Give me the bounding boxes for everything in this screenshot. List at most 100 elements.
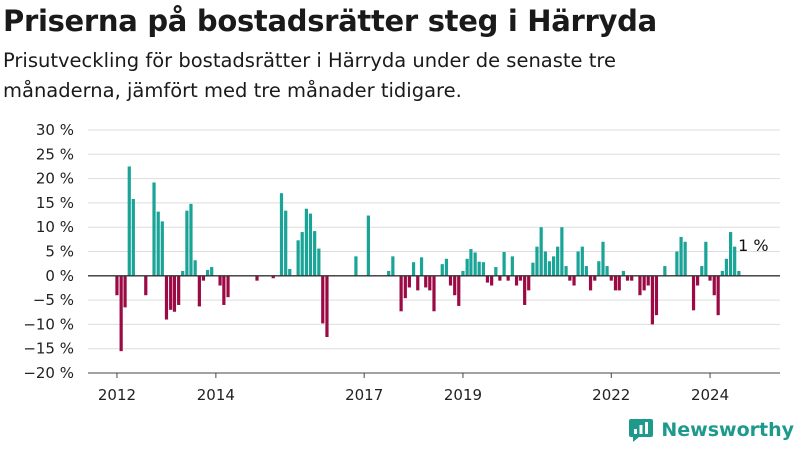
bar [193,260,197,276]
bar [704,241,708,276]
bar [473,252,477,276]
y-tick-label: 30 % [36,121,74,139]
bar [172,275,177,312]
bar [543,251,547,276]
x-tick-label: 2012 [98,386,136,404]
bar [613,275,618,291]
bar [683,241,687,276]
y-tick-label: −10 % [23,315,74,333]
bar [279,193,284,276]
y-tick-label: −15 % [23,340,74,358]
bar [547,261,552,276]
bar [156,211,160,276]
bar [716,275,720,316]
bar [523,275,527,305]
bar [218,275,222,286]
bar [605,266,609,276]
bar [469,249,473,276]
bar [720,270,724,276]
bar [485,275,490,283]
bar [457,275,461,306]
bar [127,166,131,276]
bar [506,275,510,281]
bar [609,275,613,281]
y-tick-label: 20 % [36,170,74,188]
bar [185,210,189,276]
bar [650,275,654,325]
x-tick-label: 2022 [592,386,630,404]
bar [724,258,729,276]
bar [654,275,659,316]
bar [321,275,325,324]
bar [502,251,506,276]
bar [593,275,597,281]
bar [206,269,210,276]
bar [419,257,424,276]
bar [695,275,700,286]
bar [663,266,667,276]
bar [601,241,605,276]
bar [712,275,716,296]
bar [119,275,123,352]
bar [477,261,481,276]
bar [391,256,395,276]
y-tick-label: −20 % [23,364,74,382]
bar [465,258,469,276]
bar [580,246,584,276]
bar [300,232,304,276]
bar [691,275,696,311]
bar [679,236,683,276]
bar [584,266,588,276]
bar [403,275,407,299]
bar [630,275,634,281]
newsworthy-brand-name: Newsworthy [661,419,794,441]
bar [115,275,119,296]
bar [514,275,519,286]
bar [284,210,288,276]
y-tick-label: 25 % [36,145,74,163]
bar [481,262,485,276]
bar [288,269,292,276]
bar [527,275,531,291]
bar [123,275,127,308]
y-tick-label: 5 % [45,243,74,261]
bar [152,182,156,276]
bar [737,270,741,276]
bar [461,270,465,276]
bar [164,275,169,320]
bar [201,275,206,281]
bar [588,275,593,291]
bar [498,275,502,281]
bar [416,275,420,291]
bar [531,262,535,276]
bar [556,246,560,276]
bar [646,275,650,286]
bar [675,251,679,276]
bar [411,262,416,276]
bar [535,246,539,276]
bar [189,203,193,276]
bar [700,266,704,276]
bar [304,208,308,276]
y-tick-label: −5 % [33,291,74,309]
annotation-label: 1 % [738,236,768,255]
bar [539,227,543,276]
bar [440,264,444,276]
bar [271,275,275,279]
bar [733,246,737,276]
bar [510,256,514,276]
bar [617,275,621,291]
bar [181,270,185,276]
bar [399,275,403,312]
bar [597,261,601,276]
bar [518,275,523,281]
bar [568,275,572,281]
bar [317,248,321,276]
newsworthy-logo-icon [629,419,654,442]
bar [552,256,556,276]
bar [354,256,358,276]
chart-title: Priserna på bostadsrätter steg i Härryda [3,4,657,38]
x-tick-label: 2014 [197,386,235,404]
bar [296,240,300,276]
